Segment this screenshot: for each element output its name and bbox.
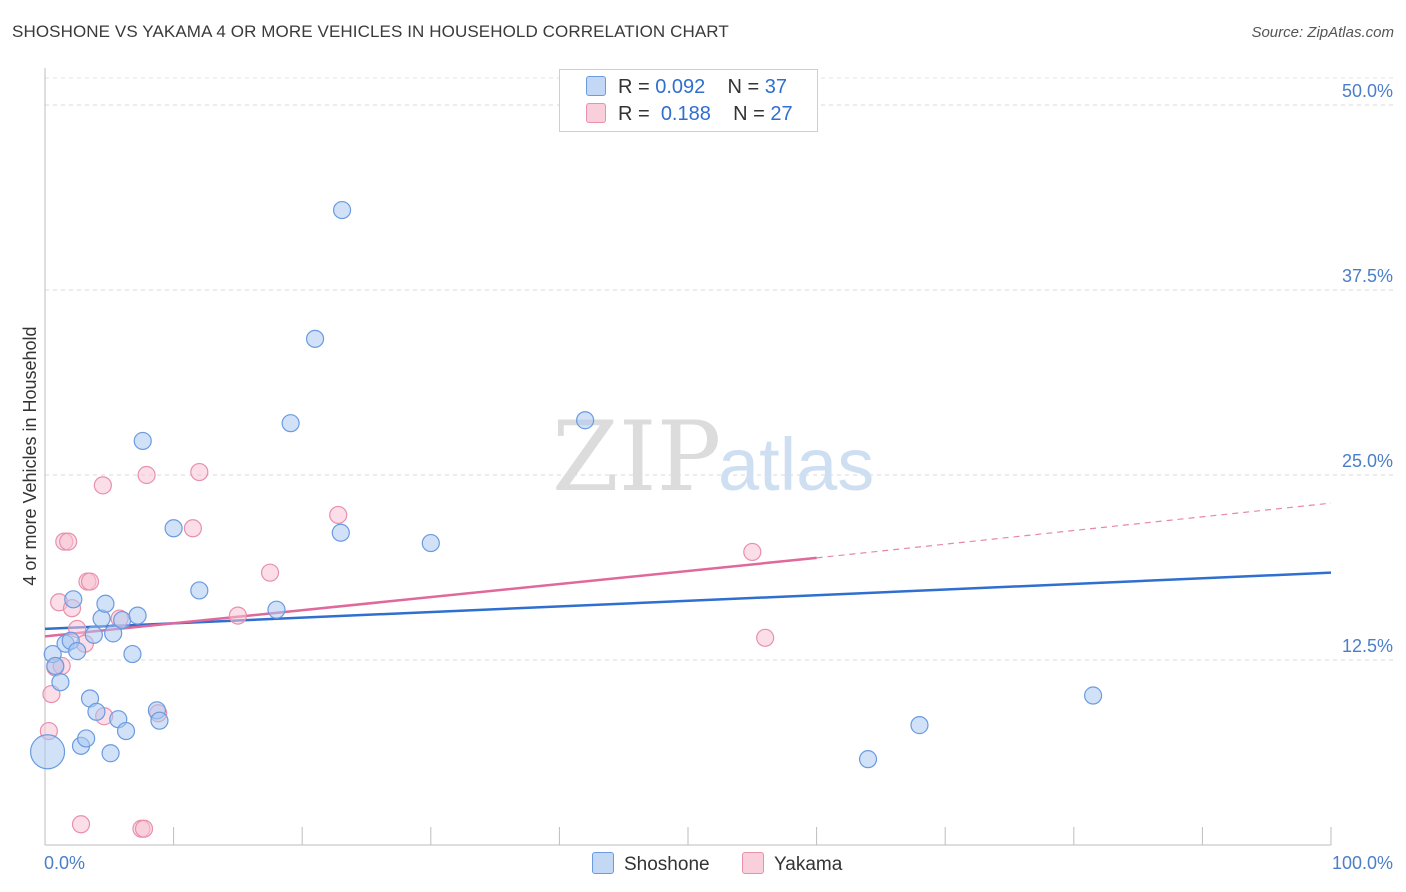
yakama-legend-label: Yakama [774,854,843,875]
shoshone-point [858,750,878,769]
shoshone-point [116,721,136,741]
shoshone-point [84,625,103,644]
shoshone-point [123,644,142,664]
bottom-legend-yakama: Yakama [742,852,842,876]
yakama-point [228,606,247,625]
shoshone-point [133,431,152,451]
shoshone-point [305,329,325,348]
yakama-legend-swatch [742,852,764,874]
shoshone-legend-label: Shoshone [624,854,710,875]
yakama-trend-extension [816,502,1332,559]
y-tick-labels: 12.5% 25.0% 37.5% 50.0% [1342,81,1393,656]
legend-r-value-yakama: 0.188 [660,103,711,125]
yakama-point [93,476,112,495]
shoshone-point [910,716,929,735]
yakama-point [260,563,280,582]
correlation-legend: R = 0.092 N = 37 R = 0.188 N = 27 [559,69,818,132]
yakama-swatch [586,103,606,123]
shoshone-point [576,411,595,430]
shoshone-point [68,642,87,661]
shoshone-point [113,610,132,630]
yakama-point [80,572,100,591]
legend-n-value-shoshone: 37 [764,76,788,98]
shoshone-point [128,606,147,625]
legend-n-value-yakama: 27 [770,103,793,125]
shoshone-point [29,734,66,770]
source-credit: Source: ZipAtlas.com [1251,24,1394,41]
x-tick-marks [173,827,1332,845]
shoshone-point [77,729,96,748]
y-axis-label: 4 or more Vehicles in Household [20,326,40,585]
shoshone-swatch [586,76,606,96]
shoshone-point [331,523,350,542]
yakama-point [137,465,156,485]
gridlines [45,77,1393,661]
shoshone-trend-line [44,571,1332,631]
shoshone-point [101,744,120,763]
shoshone-point [267,600,286,619]
shoshone-point [64,590,83,609]
legend-row-shoshone: R = 0.092 N = 37 [586,76,787,102]
yakama-point [59,532,78,551]
legend-r-label: R = [618,76,650,98]
shoshone-point [46,656,65,676]
legend-row-yakama: R = 0.188 N = 27 [586,103,793,129]
y-tick-label: 25.0% [1342,451,1393,471]
bottom-legend-shoshone: Shoshone [592,852,710,876]
yakama-point [71,815,91,834]
legend-r-label: R = [618,103,650,125]
shoshone-point [281,414,300,433]
legend-n-label: N = [733,103,765,125]
shoshone-point [421,533,440,553]
y-tick-label: 37.5% [1342,266,1393,286]
yakama-point [183,519,202,538]
chart-title: SHOSHONE VS YAKAMA 4 OR MORE VEHICLES IN… [12,22,729,41]
shoshone-point [164,519,183,538]
x-tick-label-max: 100.0% [1332,853,1393,873]
legend-n-label: N = [727,76,760,98]
shoshone-point [87,702,106,721]
data-points [29,200,1103,838]
shoshone-point [51,673,70,692]
yakama-point [329,505,348,525]
yakama-point [756,628,775,647]
yakama-point [134,819,154,838]
y-tick-label: 50.0% [1342,81,1393,101]
watermark-atlas: atlas [718,423,874,506]
yakama-point [743,542,762,562]
shoshone-point [1083,686,1103,705]
shoshone-point [190,581,209,600]
yakama-point [190,462,209,482]
y-tick-label: 12.5% [1342,636,1393,656]
x-tick-label-min: 0.0% [44,853,85,873]
trend-lines [44,502,1332,638]
yakama-trend-line [44,556,817,638]
shoshone-point [96,594,115,613]
shoshone-point [332,200,352,220]
shoshone-legend-swatch [592,852,614,874]
legend-r-value-shoshone: 0.092 [655,76,706,98]
shoshone-point [104,624,123,643]
shoshone-point [150,711,169,730]
